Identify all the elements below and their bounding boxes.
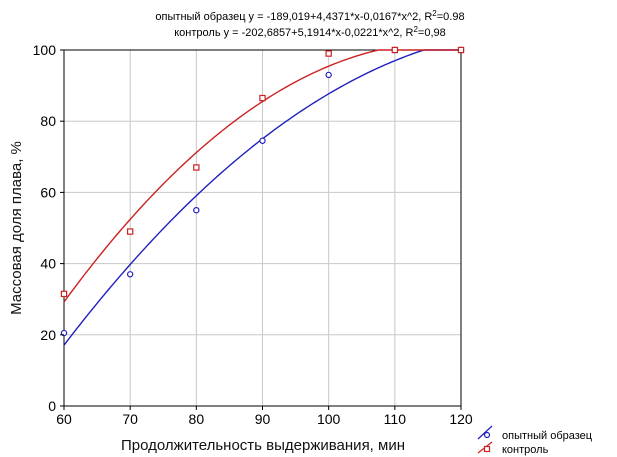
data-point-control	[325, 50, 332, 57]
data-point-experimental	[193, 206, 200, 214]
equation-control: контроль y = -202,6857+5,1914*x-0,0221*x…	[174, 25, 446, 39]
data-point-control	[60, 290, 68, 298]
legend-marker-circle	[483, 431, 491, 439]
legend-label-control: контроль	[502, 444, 549, 456]
y-tick-label: 80	[40, 113, 56, 129]
legend-item-experimental: опытный образец	[477, 425, 593, 442]
data-point-experimental	[325, 71, 332, 79]
data-point-control	[457, 46, 465, 54]
x-tick-label: 60	[56, 411, 72, 427]
equation-experimental: опытный образец y = -189,019+4,4371*x-0,…	[155, 9, 464, 23]
legend-item-control: контроль	[477, 441, 549, 456]
legend: опытный образец контроль	[477, 425, 593, 456]
x-axis-ticks: 60 70 80 90 100 110 120	[56, 406, 473, 427]
y-tick-label: 20	[40, 327, 56, 343]
y-axis-ticks: 0 20 40 60 80 100	[33, 42, 64, 414]
x-tick-label: 120	[449, 411, 473, 427]
x-tick-label: 70	[122, 411, 138, 427]
data-point-experimental	[126, 271, 134, 278]
legend-marker-square	[483, 445, 491, 453]
grid-lines	[63, 49, 462, 407]
x-tick-label: 100	[317, 411, 341, 427]
x-tick-label: 90	[255, 411, 271, 427]
y-tick-label: 0	[48, 398, 56, 414]
data-point-control	[259, 94, 266, 102]
data-point-control	[193, 164, 200, 171]
y-tick-label: 100	[33, 42, 57, 58]
data-point-control	[391, 46, 399, 54]
y-tick-label: 40	[40, 256, 56, 272]
x-tick-label: 80	[189, 411, 205, 427]
legend-label-experimental: опытный образец	[502, 430, 593, 442]
y-tick-label: 60	[40, 184, 56, 200]
y-axis-label: Массовая доля плава, %	[8, 141, 25, 315]
x-axis-label: Продолжительность выдерживания, мин	[121, 437, 405, 454]
x-tick-label: 110	[384, 411, 407, 427]
data-point-experimental	[259, 137, 266, 144]
data-point-control	[126, 228, 134, 235]
